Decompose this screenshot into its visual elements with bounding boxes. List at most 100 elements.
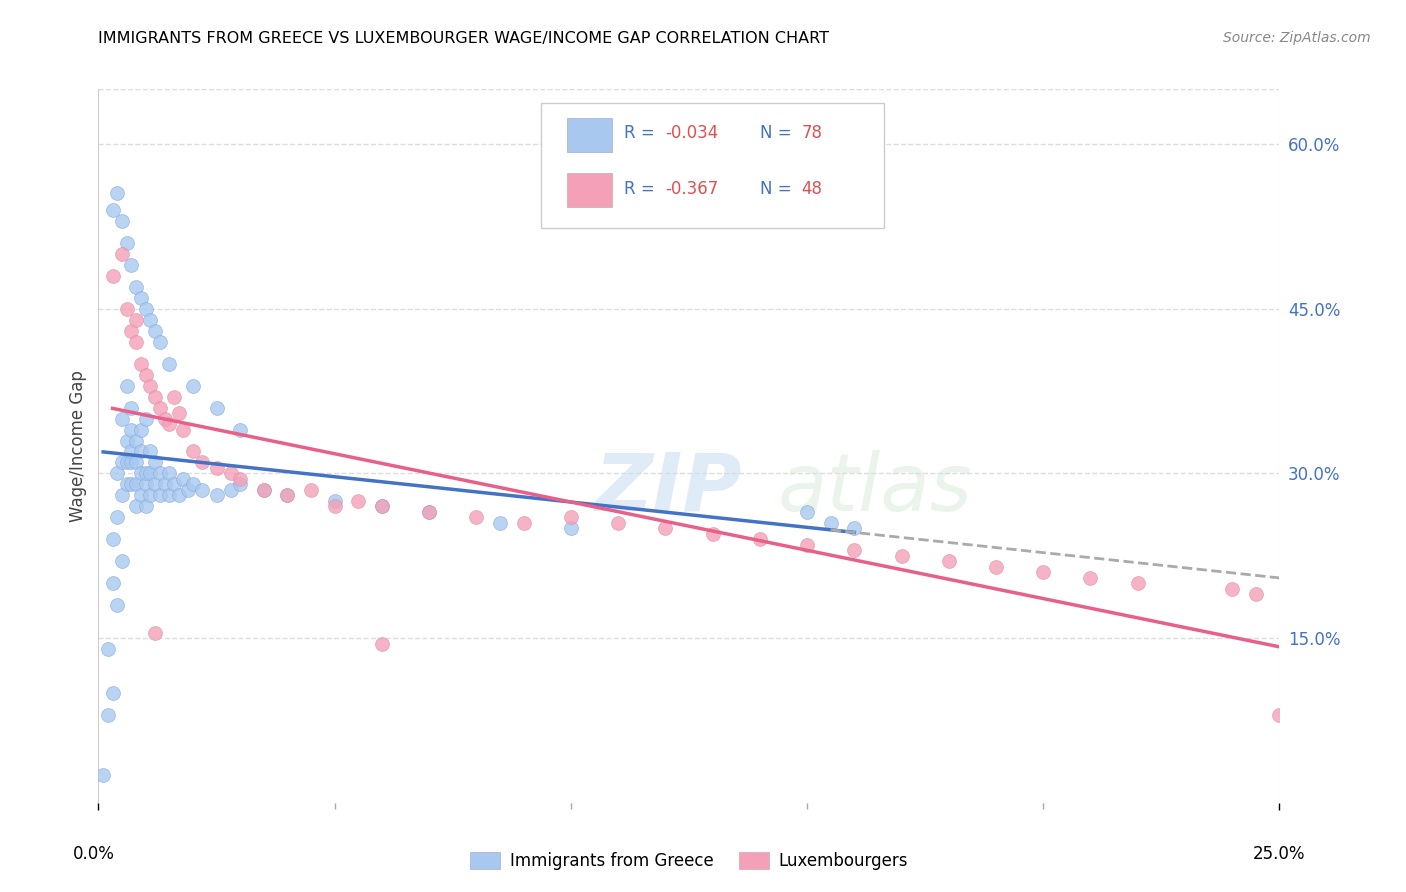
Point <box>105 598 128 612</box>
Point <box>111 214 134 228</box>
Point <box>97 642 120 657</box>
Point <box>129 423 152 437</box>
Point <box>111 247 134 261</box>
FancyBboxPatch shape <box>541 103 884 228</box>
Point <box>115 378 138 392</box>
Point <box>153 411 176 425</box>
Point <box>135 301 157 316</box>
Point <box>323 500 346 514</box>
Point <box>115 455 138 469</box>
Point <box>135 500 157 514</box>
Point <box>125 434 148 448</box>
Point <box>121 455 143 469</box>
Text: -0.367: -0.367 <box>665 180 718 198</box>
Point <box>560 521 582 535</box>
Point <box>139 488 162 502</box>
Point <box>205 461 228 475</box>
Point <box>129 467 152 481</box>
Text: 25.0%: 25.0% <box>1253 845 1306 863</box>
Point <box>115 301 138 316</box>
Point <box>143 390 166 404</box>
Point <box>219 483 242 497</box>
Point <box>135 477 157 491</box>
Point <box>163 477 186 491</box>
Point <box>172 423 194 437</box>
Point <box>181 477 204 491</box>
Point <box>129 357 152 371</box>
Point <box>101 268 124 283</box>
Point <box>177 483 200 497</box>
Legend: Immigrants from Greece, Luxembourgers: Immigrants from Greece, Luxembourgers <box>463 845 915 877</box>
Point <box>149 467 172 481</box>
Point <box>157 467 180 481</box>
Point <box>205 488 228 502</box>
Point <box>418 505 440 519</box>
Point <box>129 291 152 305</box>
Point <box>157 488 180 502</box>
Point <box>157 357 180 371</box>
Point <box>418 505 440 519</box>
Point <box>191 455 214 469</box>
Point <box>121 423 143 437</box>
Point <box>111 411 134 425</box>
Point <box>149 334 172 349</box>
Point <box>299 483 322 497</box>
Point <box>820 516 842 530</box>
Point <box>371 500 394 514</box>
Point <box>172 472 194 486</box>
Point <box>111 455 134 469</box>
Point <box>890 549 912 563</box>
Point <box>844 521 866 535</box>
Point <box>125 334 148 349</box>
Point <box>702 526 724 541</box>
Point <box>135 368 157 382</box>
Point <box>276 488 298 502</box>
Point <box>512 516 534 530</box>
Text: atlas: atlas <box>778 450 973 528</box>
Point <box>167 406 190 420</box>
Point <box>347 494 370 508</box>
Point <box>167 488 190 502</box>
Point <box>489 516 512 530</box>
Point <box>101 202 124 217</box>
Point <box>111 488 134 502</box>
Point <box>323 494 346 508</box>
Y-axis label: Wage/Income Gap: Wage/Income Gap <box>69 370 87 522</box>
Point <box>219 467 242 481</box>
Point <box>115 235 138 250</box>
Point <box>607 516 630 530</box>
Point <box>125 455 148 469</box>
Point <box>121 477 143 491</box>
Text: 78: 78 <box>801 125 823 143</box>
Point <box>111 554 134 568</box>
Point <box>560 510 582 524</box>
Point <box>101 686 124 700</box>
Text: IMMIGRANTS FROM GREECE VS LUXEMBOURGER WAGE/INCOME GAP CORRELATION CHART: IMMIGRANTS FROM GREECE VS LUXEMBOURGER W… <box>98 31 830 46</box>
Point <box>91 768 114 782</box>
Point <box>191 483 214 497</box>
Point <box>129 444 152 458</box>
Point <box>163 390 186 404</box>
Point <box>101 576 124 591</box>
Text: 0.0%: 0.0% <box>73 845 115 863</box>
Point <box>121 401 143 415</box>
FancyBboxPatch shape <box>567 173 612 207</box>
Text: N =: N = <box>759 125 797 143</box>
Point <box>181 444 204 458</box>
Point <box>135 411 157 425</box>
Point <box>371 500 394 514</box>
Text: Source: ZipAtlas.com: Source: ZipAtlas.com <box>1223 31 1371 45</box>
Point <box>143 455 166 469</box>
Point <box>115 477 138 491</box>
Point <box>253 483 276 497</box>
Point <box>125 280 148 294</box>
Point <box>149 488 172 502</box>
Point <box>796 538 818 552</box>
Point <box>105 186 128 201</box>
Point <box>1080 571 1102 585</box>
Text: 48: 48 <box>801 180 823 198</box>
Point <box>938 554 960 568</box>
Point <box>1220 582 1243 596</box>
Text: R =: R = <box>624 125 659 143</box>
Point <box>181 378 204 392</box>
